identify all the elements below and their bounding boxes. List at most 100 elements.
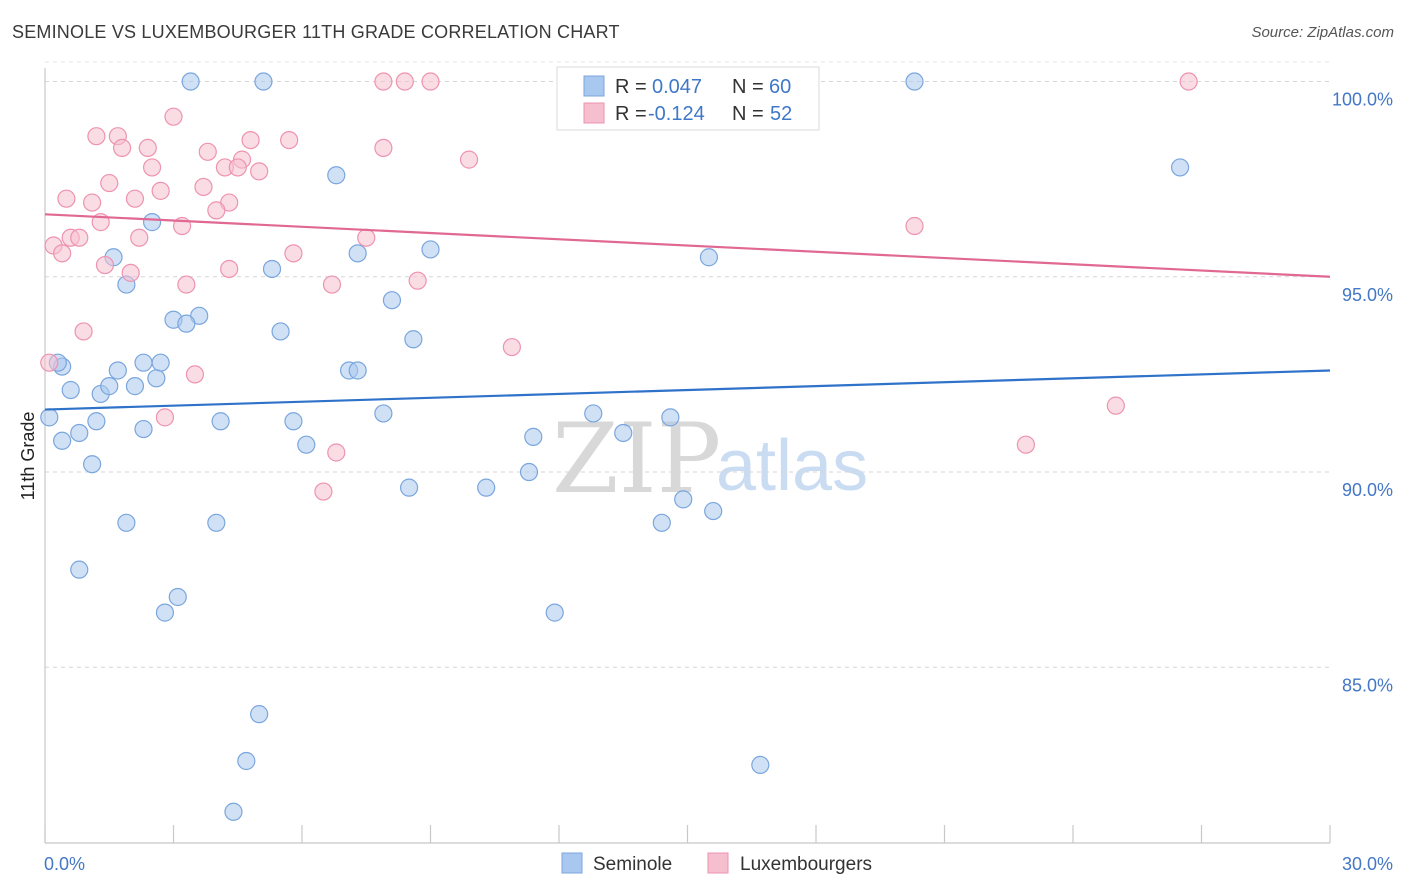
luxembourger-trend-line — [44, 213, 1331, 278]
legend-n-value-luxembourgers: 52 — [770, 103, 792, 125]
luxembourger-point — [502, 337, 521, 357]
luxembourger-point — [87, 127, 106, 146]
legend-n-label-seminole: N = — [732, 76, 764, 98]
luxembourger-point — [395, 72, 414, 91]
bottom-legend-label-luxembourgers: Luxembourgers — [740, 854, 872, 875]
seminole-point — [699, 248, 719, 267]
trend-layer — [44, 213, 1331, 411]
luxembourger-point — [408, 271, 427, 290]
seminole-point — [151, 353, 170, 372]
luxembourger-point — [164, 107, 183, 126]
luxembourger-point — [327, 443, 346, 462]
luxembourger-point — [121, 263, 140, 282]
watermark-atlas: atlas — [716, 426, 868, 506]
seminole-point — [374, 404, 393, 423]
luxembourger-point — [1179, 72, 1198, 91]
luxembourger-point — [177, 275, 196, 294]
seminole-point — [224, 802, 243, 821]
seminole-point — [524, 427, 543, 446]
x-tick-label-max: 30.0% — [1342, 854, 1393, 874]
seminole-point — [652, 513, 671, 532]
legend-r-label-seminole: R = — [615, 76, 647, 98]
seminole-point — [177, 314, 196, 333]
seminole-point — [519, 462, 539, 482]
luxembourger-point — [198, 142, 217, 161]
seminole-point — [134, 419, 153, 439]
seminole-point — [134, 353, 153, 372]
luxembourger-point — [280, 131, 299, 150]
seminole-point — [207, 513, 226, 532]
legend-n-label-luxembourgers: N = — [732, 103, 764, 125]
legend-r-label-luxembourgers: R = — [615, 103, 647, 125]
y-tick-label: 100.0% — [1332, 90, 1393, 110]
x-tick-label-min: 0.0% — [44, 854, 85, 874]
seminole-point — [83, 455, 102, 474]
seminole-point — [348, 244, 367, 263]
luxembourger-point — [250, 162, 269, 181]
luxembourger-point — [53, 244, 72, 263]
seminole-point — [53, 431, 72, 450]
seminole-point — [87, 412, 106, 431]
luxembourger-point — [185, 365, 205, 384]
legend-n-value-seminole: 60 — [769, 76, 791, 98]
seminole-point — [1170, 158, 1190, 177]
luxembourger-point — [284, 244, 303, 263]
legend-swatch-luxembourgers — [583, 102, 605, 124]
luxembourger-point — [357, 228, 376, 247]
y-tick-label: 90.0% — [1342, 480, 1393, 500]
seminole-point — [614, 423, 633, 443]
luxembourger-point — [220, 259, 239, 279]
seminole-point — [674, 490, 693, 509]
bottom-legend-swatch-seminole — [561, 852, 583, 874]
luxembourger-point — [1106, 396, 1125, 415]
chart-title: SEMINOLE VS LUXEMBOURGER 11TH GRADE CORR… — [12, 22, 620, 42]
luxembourger-point — [40, 353, 59, 372]
luxembourger-point — [228, 158, 247, 177]
luxembourger-point — [112, 138, 132, 158]
seminole-points — [40, 72, 1190, 821]
luxembourger-point — [83, 193, 102, 212]
seminole-point — [254, 72, 273, 91]
seminole-point — [477, 478, 496, 497]
seminole-point — [100, 377, 119, 396]
seminole-point — [348, 361, 367, 380]
seminole-point — [168, 587, 187, 607]
luxembourger-point — [142, 158, 162, 177]
luxembourger-point — [155, 408, 175, 427]
seminole-trend-line — [44, 369, 1331, 411]
seminole-point — [271, 322, 290, 341]
luxembourger-point — [70, 228, 89, 247]
luxembourger-point — [322, 275, 342, 294]
seminole-point — [117, 513, 136, 532]
luxembourger-point — [74, 322, 93, 341]
seminole-point — [399, 478, 419, 497]
seminole-point — [61, 380, 80, 400]
watermark-zip: ZIP — [552, 403, 721, 515]
source-label: Source: ZipAtlas.com — [1251, 24, 1394, 41]
seminole-point — [404, 330, 423, 349]
luxembourger-point — [194, 177, 213, 197]
luxembourger-point — [374, 138, 393, 158]
seminole-point — [262, 259, 282, 279]
luxembourger-point — [125, 189, 145, 208]
luxembourger-point — [1016, 435, 1035, 454]
seminole-point — [147, 369, 166, 388]
seminole-point — [70, 560, 89, 579]
luxembourger-point — [57, 189, 76, 208]
seminole-point — [704, 501, 723, 521]
seminole-point — [237, 751, 256, 771]
seminole-point — [125, 377, 145, 396]
seminole-point — [211, 412, 230, 431]
luxembourger-point — [421, 72, 440, 91]
seminole-point — [661, 408, 680, 427]
seminole-point — [905, 72, 924, 91]
seminole-point — [545, 603, 564, 622]
seminole-point — [327, 166, 346, 185]
legend-swatch-seminole — [583, 75, 605, 97]
seminole-point — [70, 423, 89, 443]
luxembourger-point — [241, 131, 260, 150]
luxembourger-points — [40, 72, 1198, 501]
legend-bottom: Seminole Luxembourgers — [561, 852, 872, 875]
luxembourger-point — [207, 201, 226, 220]
